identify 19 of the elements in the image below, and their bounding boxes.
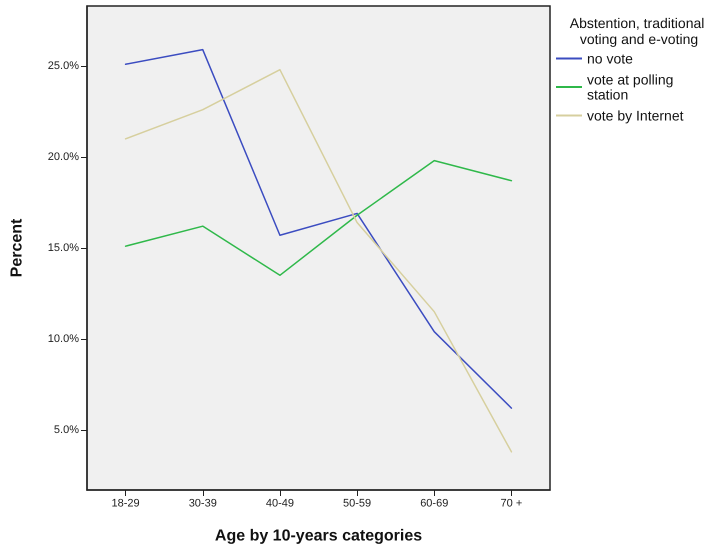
x-tick-label: 30-39 [188,498,217,510]
line-series [124,48,512,409]
y-axis-title: Percent [8,218,26,278]
y-tick-label: 10.0% [48,332,80,345]
legend-label: vote at polling station [587,72,678,102]
y-tick-label: 15.0% [48,242,80,254]
y-tick-label: 25.0% [48,60,80,72]
legend-label: no vote [587,50,634,66]
x-tick-label: 50-59 [343,498,372,510]
x-axis-title: Age by 10-years categories [214,528,422,544]
legend-label: vote by Internet [587,108,684,124]
line-series [124,68,512,453]
y-tick-label: 5.0% [54,424,80,436]
y-tick-label: 20.0% [48,151,80,164]
line-series [124,160,512,276]
x-tick-label: 18-29 [112,498,140,510]
x-tick-label: 70 + [500,498,522,510]
x-tick-label: 60-69 [420,498,448,510]
x-tick-label: 40-49 [266,498,294,510]
